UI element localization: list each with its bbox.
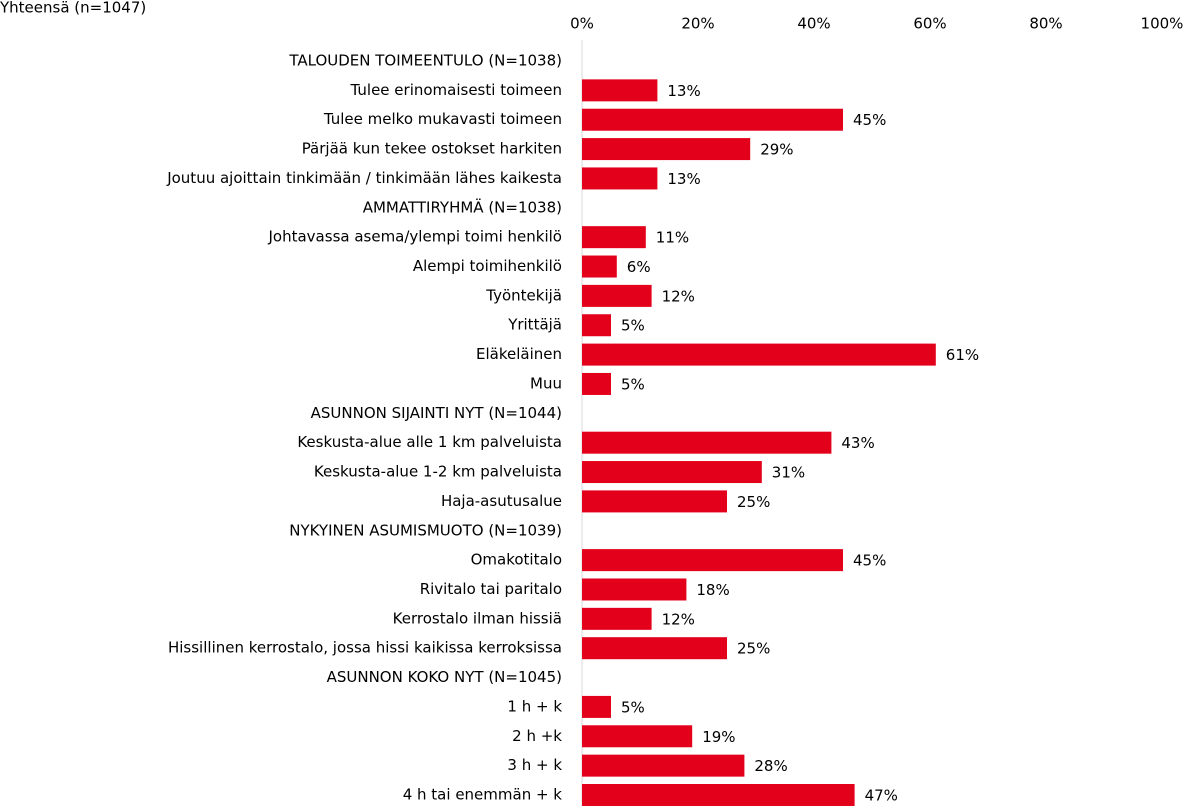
value-label: 5%: [621, 698, 645, 716]
bar: [582, 431, 832, 454]
bar: [582, 372, 611, 395]
value-label: 12%: [662, 610, 695, 628]
bar: [582, 754, 745, 777]
value-label: 61%: [946, 346, 979, 364]
value-label: 31%: [772, 464, 805, 482]
y-tick-label: NYKYINEN ASUMISMUOTO (N=1039): [289, 521, 562, 539]
x-tick-label: 0%: [570, 15, 594, 33]
y-tick-label: 3 h + k: [507, 756, 562, 774]
y-tick-label: Omakotitalo: [471, 551, 562, 569]
y-tick-label: Tulee melko mukavasti toimeen: [323, 110, 562, 128]
value-label: 25%: [737, 640, 770, 658]
bar: [582, 284, 652, 307]
y-tick-label: Eläkeläinen: [476, 345, 562, 363]
y-tick-label: AMMATTIRYHMÄ (N=1038): [363, 197, 562, 216]
bar: [582, 167, 658, 190]
bar: [582, 79, 658, 102]
y-tick-label: Rivitalo tai paritalo: [420, 580, 562, 598]
y-tick-label: Kerrostalo ilman hissiä: [393, 609, 562, 627]
value-label: 25%: [737, 493, 770, 511]
y-tick-label: 1 h + k: [507, 697, 562, 715]
bar: [582, 695, 611, 718]
bar: [582, 637, 727, 660]
x-tick-label: 40%: [797, 15, 830, 33]
bar: [582, 226, 646, 249]
value-label: 43%: [841, 434, 874, 452]
x-tick-label: 100%: [1141, 15, 1184, 33]
y-tick-label: Keskusta-alue alle 1 km palveluista: [297, 433, 562, 451]
bar: [582, 490, 727, 513]
value-label: 12%: [662, 287, 695, 305]
value-label: 5%: [621, 317, 645, 335]
value-label: 11%: [656, 229, 689, 247]
chart-title: Yhteensä (n=1047): [0, 0, 146, 17]
y-tick-label: Työntekijä: [485, 286, 562, 304]
y-tick-label: ASUNNON KOKO NYT (N=1045): [327, 668, 562, 686]
value-label: 6%: [627, 258, 651, 276]
value-label: 45%: [853, 552, 886, 570]
y-tick-label: TALOUDEN TOIMEENTULO (N=1038): [288, 52, 562, 70]
bar: [582, 108, 843, 131]
y-tick-label: Muu: [530, 374, 562, 392]
y-tick-label: Pärjää kun tekee ostokset harkiten: [302, 140, 562, 158]
value-label: 5%: [621, 375, 645, 393]
value-label: 13%: [667, 82, 700, 100]
value-label: 28%: [754, 757, 787, 775]
y-tick-label: 4 h tai enemmän + k: [403, 786, 563, 804]
y-tick-label: Hissillinen kerrostalo, jossa hissi kaik…: [168, 639, 562, 657]
x-tick-label: 20%: [681, 15, 714, 33]
bar: [582, 343, 936, 366]
value-label: 19%: [702, 728, 735, 746]
y-tick-label: ASUNNON SIJAINTI NYT (N=1044): [311, 404, 562, 422]
y-tick-label: Joutuu ajoittain tinkimään / tinkimään l…: [166, 169, 562, 187]
value-label: 47%: [865, 787, 898, 805]
y-tick-label: Haja-asutusalue: [441, 492, 562, 510]
bar: [582, 578, 687, 601]
bar: [582, 607, 652, 630]
y-tick-label: 2 h +k: [512, 727, 562, 745]
y-tick-label: Yrittäjä: [507, 316, 562, 334]
bar: [582, 255, 617, 278]
x-tick-label: 80%: [1029, 15, 1062, 33]
x-tick-label: 60%: [913, 15, 946, 33]
bar: [582, 549, 843, 572]
bar: [582, 725, 693, 748]
value-label: 18%: [696, 581, 729, 599]
value-label: 13%: [667, 170, 700, 188]
y-tick-label: Tulee erinomaisesti toimeen: [350, 81, 562, 99]
value-label: 29%: [760, 141, 793, 159]
bar: [582, 314, 611, 337]
bar: [582, 461, 762, 484]
y-tick-label: Keskusta-alue 1-2 km palveluista: [314, 463, 562, 481]
bar: [582, 784, 855, 806]
bar: [582, 138, 751, 161]
y-tick-label: Alempi toimihenkilö: [413, 257, 562, 275]
y-tick-label: Johtavassa asema/ylempi toimi henkilö: [268, 228, 563, 246]
value-label: 45%: [853, 111, 886, 129]
